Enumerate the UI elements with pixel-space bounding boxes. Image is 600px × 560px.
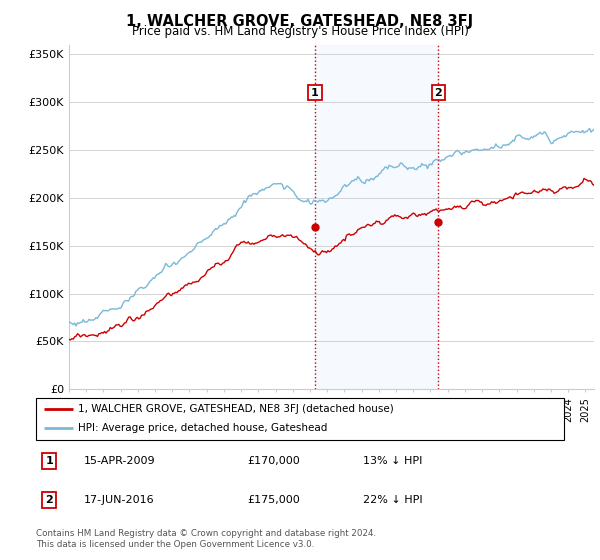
Text: £175,000: £175,000: [247, 495, 300, 505]
Text: HPI: Average price, detached house, Gateshead: HPI: Average price, detached house, Gate…: [78, 423, 328, 433]
Text: 22% ↓ HPI: 22% ↓ HPI: [364, 495, 423, 505]
Text: £170,000: £170,000: [247, 456, 300, 466]
Text: 13% ↓ HPI: 13% ↓ HPI: [364, 456, 423, 466]
Text: 1: 1: [46, 456, 53, 466]
Text: Price paid vs. HM Land Registry's House Price Index (HPI): Price paid vs. HM Land Registry's House …: [131, 25, 469, 38]
Text: 2: 2: [46, 495, 53, 505]
Text: 1, WALCHER GROVE, GATESHEAD, NE8 3FJ (detached house): 1, WALCHER GROVE, GATESHEAD, NE8 3FJ (de…: [78, 404, 394, 414]
Text: 15-APR-2009: 15-APR-2009: [83, 456, 155, 466]
Text: 2: 2: [434, 87, 442, 97]
Text: 17-JUN-2016: 17-JUN-2016: [83, 495, 154, 505]
Text: 1: 1: [311, 87, 319, 97]
Text: Contains HM Land Registry data © Crown copyright and database right 2024.
This d: Contains HM Land Registry data © Crown c…: [36, 529, 376, 549]
Text: 1, WALCHER GROVE, GATESHEAD, NE8 3FJ: 1, WALCHER GROVE, GATESHEAD, NE8 3FJ: [127, 14, 473, 29]
Bar: [315, 45, 439, 389]
FancyBboxPatch shape: [36, 398, 564, 440]
